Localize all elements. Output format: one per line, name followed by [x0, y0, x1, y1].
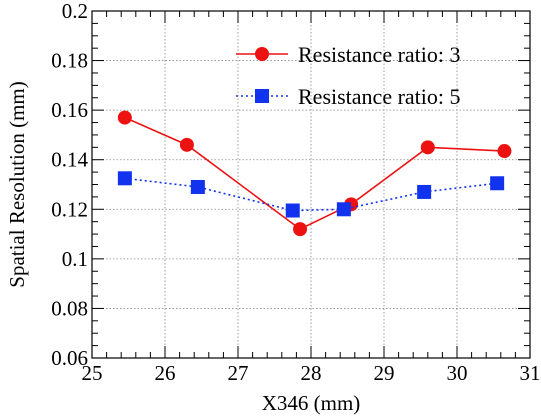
- x-tick-label: 26: [155, 361, 176, 385]
- y-tick-label: 0.16: [51, 98, 88, 122]
- x-tick-label: 30: [447, 361, 468, 385]
- x-tick-label: 25: [82, 361, 103, 385]
- series-1-point: [179, 137, 194, 152]
- series-2-point: [190, 179, 205, 194]
- legend-item: Resistance ratio: 3: [236, 42, 461, 67]
- y-tick-label: 0.18: [51, 49, 88, 73]
- series-2-point: [285, 203, 300, 218]
- legend-swatch-marker: [255, 47, 269, 61]
- series-2-point: [336, 202, 351, 217]
- y-tick-label: 0.08: [51, 296, 88, 320]
- x-tick-label: 28: [301, 361, 322, 385]
- series-1: [117, 110, 512, 237]
- x-axis-label: X346 (mm): [262, 391, 361, 415]
- series-1-line: [124, 116, 505, 231]
- series-1-point: [293, 222, 308, 237]
- series-layer: [117, 110, 512, 237]
- legend-swatch-marker: [255, 89, 269, 103]
- legend-item: Resistance ratio: 5: [236, 84, 461, 109]
- series-2-line: [124, 177, 498, 212]
- y-tick-label: 0.12: [51, 197, 88, 221]
- series-2-point: [117, 171, 132, 186]
- series-1-point: [497, 144, 512, 159]
- y-tick-label: 0.14: [51, 148, 88, 172]
- legend-label: Resistance ratio: 3: [298, 42, 461, 67]
- series-1-point: [420, 140, 435, 155]
- x-tick-label: 29: [374, 361, 395, 385]
- grid: [92, 11, 530, 358]
- y-tick-label: 0.06: [51, 346, 88, 370]
- series-2-point: [417, 184, 432, 199]
- x-tick-label: 27: [228, 361, 249, 385]
- y-tick-label: 0.2: [62, 0, 88, 23]
- legend: Resistance ratio: 3 Resistance ratio: 5: [236, 42, 461, 109]
- series-1-point: [117, 110, 132, 125]
- series-2: [117, 171, 505, 218]
- y-tick-label: 0.1: [62, 247, 88, 271]
- series-2-point: [490, 176, 505, 191]
- y-axis-label: Spatial Resolution (mm): [5, 81, 29, 287]
- x-tick-label: 31: [520, 361, 541, 385]
- tick-labels: 25 26 27 28 29 30 31 0.06 0.08 0.1 0.12 0.14 0.16 0.1…: [51, 0, 540, 385]
- ticks: [91, 10, 531, 359]
- legend-label: Resistance ratio: 5: [298, 84, 461, 109]
